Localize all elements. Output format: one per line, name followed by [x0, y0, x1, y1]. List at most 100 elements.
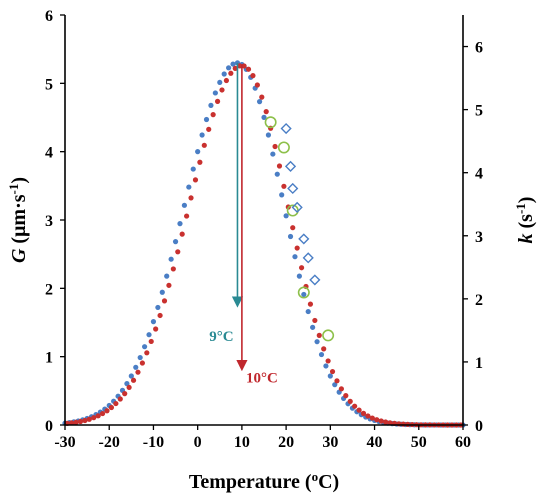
g-data-point-red [99, 410, 106, 417]
g-data-point-blue [208, 102, 214, 108]
x-tick-label: 50 [411, 434, 427, 451]
g-data-point-blue [195, 149, 201, 155]
g-data-point-red [232, 65, 238, 71]
g-data-point-red [95, 413, 101, 419]
g-data-point-red [161, 298, 168, 304]
g-data-point-blue [177, 221, 183, 227]
g-data-point-red [272, 143, 278, 150]
g-data-point-red [170, 266, 176, 272]
g-data-point-blue [217, 79, 223, 86]
g-data-point-red [312, 317, 318, 324]
g-data-point-blue [221, 71, 227, 77]
y-right-tick-label: 4 [475, 166, 483, 183]
g-data-point-red [374, 417, 380, 423]
k-circle-marker [322, 329, 335, 342]
g-data-point-blue [172, 239, 179, 245]
g-data-point-red [263, 109, 269, 115]
g-data-point-blue [332, 382, 338, 388]
g-data-point-blue [199, 132, 205, 138]
g-data-point-blue [310, 324, 316, 330]
y-right-tick-label: 2 [475, 292, 483, 309]
g-data-point-blue [292, 254, 298, 260]
g-data-point-red [153, 326, 159, 332]
k-circle-marker [264, 116, 277, 129]
g-data-point-red [237, 63, 243, 69]
x-tick-label: 20 [278, 434, 294, 451]
g-data-point-red [365, 413, 371, 419]
y-right-tick-label: 6 [475, 40, 483, 57]
g-data-point-blue [203, 116, 210, 123]
x-tick-label: -10 [143, 434, 164, 451]
k-diamond-marker [291, 201, 303, 213]
y-left-tick-label: 6 [45, 8, 53, 25]
y-left-tick-label: 3 [45, 213, 53, 230]
g-data-point-red [104, 408, 110, 414]
annotation-arrows-layer [231, 62, 248, 372]
g-data-point-red [219, 87, 225, 93]
g-data-point-red [108, 404, 115, 411]
g-data-point-red [259, 94, 265, 100]
k-diamond-marker [284, 160, 297, 172]
g-data-point-red [228, 70, 234, 76]
g-data-point-red [321, 346, 327, 352]
g-data-point-red [175, 249, 181, 255]
k-diamond-marker [287, 182, 299, 195]
k-diamond-marker [309, 274, 321, 286]
y-right-tick-label: 3 [475, 229, 483, 246]
g-data-point-blue [279, 192, 285, 198]
g-data-point-red [206, 126, 212, 132]
g-data-point-red [343, 393, 349, 399]
g-data-point-red [360, 410, 367, 416]
x-tick-label: 30 [322, 434, 338, 451]
g-data-point-blue [137, 354, 143, 361]
g-data-point-red [325, 358, 331, 364]
g-data-point-red [117, 396, 123, 402]
g-data-point-red [113, 400, 119, 407]
y-left-tick-label: 0 [45, 418, 53, 435]
g-data-point-red [281, 183, 287, 189]
g-data-point-blue [323, 363, 329, 369]
g-data-point-red [369, 415, 375, 421]
g-data-point-red [144, 350, 150, 356]
g-data-point-red [241, 63, 247, 69]
k-circle-marker [297, 286, 310, 299]
x-tick-label: 40 [367, 434, 383, 451]
g-data-point-red [210, 112, 216, 118]
y-right-tick-label: 5 [475, 103, 483, 120]
g-data-point-red [192, 177, 199, 183]
g-data-point-red [184, 213, 190, 219]
g-data-point-blue [274, 171, 280, 177]
g-data-point-blue [327, 373, 333, 379]
y-left-tick-label: 5 [45, 76, 53, 93]
g-data-point-blue [261, 114, 267, 120]
g-data-point-red [329, 368, 336, 375]
annotation-label: 9°C [209, 329, 233, 345]
x-tick-label: -20 [99, 434, 120, 451]
g-data-point-red [378, 418, 384, 424]
g-data-point-red [188, 195, 194, 201]
y-right-tick-label: 1 [475, 355, 483, 372]
g-data-point-red [201, 142, 207, 148]
annotation-label: 10°C [246, 371, 278, 387]
g-data-point-red [122, 391, 128, 397]
axes-layer [60, 14, 468, 430]
g-data-point-red [126, 384, 132, 391]
g-data-point-red [276, 163, 283, 169]
g-data-point-red [290, 225, 296, 231]
g-data-point-blue [256, 99, 263, 105]
g-data-point-blue [296, 273, 302, 279]
g-data-point-red [400, 421, 406, 427]
g-data-point-blue [212, 90, 218, 96]
g-data-point-blue [301, 291, 307, 298]
g-data-point-blue [181, 202, 187, 208]
g-data-point-blue [318, 351, 325, 358]
g-data-point-red [383, 419, 389, 425]
k-diamond-marker [280, 122, 292, 135]
labels-layer: 9°C10°C-30 -20 -10 0 10 20 30 40 50 6001234560123… [6, 8, 538, 493]
g-data-point-red [135, 369, 141, 375]
g-data-point-red [298, 265, 305, 271]
g-data-point-blue [124, 381, 130, 387]
y-right-axis-title: k (s-1) [513, 197, 538, 244]
g-data-point-red [130, 377, 137, 383]
